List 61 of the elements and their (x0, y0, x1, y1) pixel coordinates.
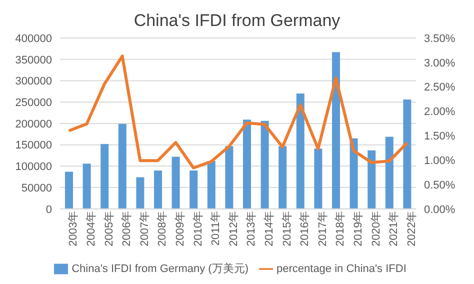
y-tick-label: 200000 (15, 118, 52, 130)
bar (136, 177, 144, 209)
x-tick-label: 2004年 (86, 210, 98, 246)
x-tick-label: 2016年 (299, 210, 312, 246)
bar (243, 120, 251, 209)
x-tick-label: 2003年 (68, 210, 80, 246)
legend-label: China's IFDI from Germany (万美元) (72, 262, 248, 275)
bar (190, 170, 198, 209)
x-tick-label: 2020年 (370, 210, 382, 246)
bar (172, 156, 180, 209)
chart-title: China's IFDI from Germany (132, 10, 342, 32)
bar (403, 100, 412, 209)
y2-tick-label: 0.50% (424, 179, 456, 192)
x-tick-label: 2005年 (103, 210, 116, 246)
bar (385, 136, 394, 209)
x-tick-label: 2022年 (406, 210, 418, 246)
bar (368, 150, 376, 209)
bar (314, 148, 322, 209)
y-tick-label: 400000 (15, 32, 52, 45)
legend-label: percentage in China's IFDI (276, 262, 406, 275)
y-tick-label: 350000 (15, 54, 52, 66)
bar (82, 164, 91, 209)
y2-tick-label: 3.00% (424, 57, 456, 70)
y-tick-label: 150000 (15, 140, 52, 152)
x-tick-label: 2010年 (192, 210, 204, 246)
bar (278, 146, 287, 209)
x-tick-label: 2012年 (228, 210, 240, 246)
bar (100, 144, 109, 209)
bar (296, 94, 304, 209)
x-tick-label: 2018年 (334, 210, 347, 246)
y2-tick-label: 3.50% (424, 32, 456, 45)
x-tick-label: 2017年 (316, 210, 329, 246)
y2-tick-label: 1.00% (424, 154, 456, 167)
bar (350, 138, 358, 209)
bar (332, 52, 340, 209)
bar (225, 146, 234, 209)
x-tick-label: 2021年 (388, 210, 400, 246)
y2-tick-label: 0.00% (424, 204, 456, 216)
x-tick-label: 2013年 (246, 210, 258, 246)
x-tick-label: 2007年 (138, 210, 151, 246)
bar (260, 120, 269, 209)
bar (154, 170, 162, 209)
y-tick-label: 50000 (21, 182, 52, 194)
y2-tick-label: 1.50% (424, 130, 456, 143)
y-tick-label: 100000 (15, 161, 52, 174)
x-tick-label: 2011年 (210, 210, 222, 246)
y-tick-label: 0 (46, 204, 52, 216)
bar (118, 124, 126, 209)
y-tick-label: 300000 (15, 76, 52, 88)
bar (207, 161, 216, 209)
line-series (67, 54, 409, 170)
bar (65, 172, 73, 209)
x-tick-label: 2014年 (264, 210, 276, 246)
x-tick-label: 2008年 (156, 210, 169, 246)
x-tick-label: 2009年 (174, 210, 187, 246)
x-tick-label: 2006年 (121, 210, 134, 246)
x-tick-label: 2019年 (352, 210, 365, 246)
y2-tick-label: 2.00% (424, 106, 456, 118)
y2-tick-label: 2.50% (424, 82, 456, 94)
x-tick-label: 2015年 (281, 210, 294, 246)
y-tick-label: 250000 (15, 96, 52, 109)
